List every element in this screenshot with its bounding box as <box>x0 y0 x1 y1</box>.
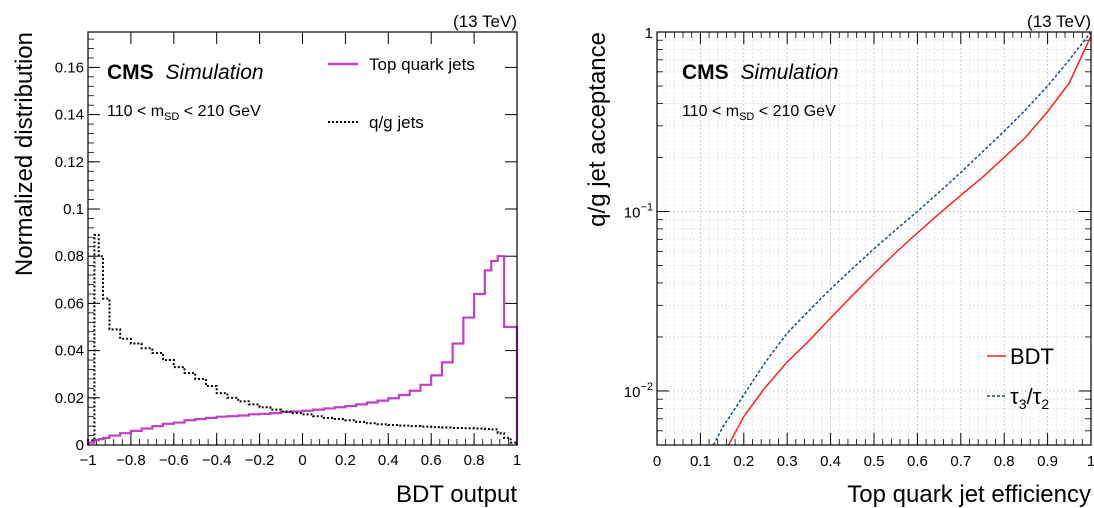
left-x-tick-label: −0.2 <box>245 452 275 469</box>
right-brand: CMS <box>682 61 729 84</box>
left-tick-labels: −1 −0.8 −0.6 −0.4 −0.2 0 0.2 0.4 0.6 0.8 1 0 0.02 0.0… <box>55 59 521 469</box>
qg-histogram <box>87 233 518 445</box>
left-y-tick-label: 0.02 <box>55 390 84 407</box>
left-cms-label: CMS Simulation <box>107 61 264 84</box>
right-x-tick-label: 0.5 <box>864 453 885 470</box>
left-y-tick-label: 0 <box>76 437 84 454</box>
left-x-axis-label: BDT output <box>396 481 517 508</box>
right-plot-frame <box>656 31 1092 446</box>
left-y-tick-label: 0.06 <box>55 295 84 312</box>
left-x-tick-label: 0 <box>298 452 306 469</box>
left-y-tick-label: 0.14 <box>55 107 84 124</box>
right-tick-labels: 0 0.1 0.2 0.3 0.4 0.5 0.6 0.7 0.8 0.9 1 10−2 10−1 1 <box>624 25 1094 470</box>
left-y-tick-label: 0.16 <box>55 59 84 76</box>
right-series <box>712 32 1091 445</box>
left-chart: −1 −0.8 −0.6 −0.4 −0.2 0 0.2 0.4 0.6 0.8 1 0 0.02 0.0… <box>11 12 521 508</box>
left-series <box>86 233 519 445</box>
left-selection-label: 110 < mSD < 210 GeV <box>107 103 261 123</box>
left-y-tick-label: 0.1 <box>63 201 84 218</box>
left-energy-label: (13 TeV) <box>453 12 517 31</box>
left-y-tick-label: 0.04 <box>55 343 84 360</box>
left-x-tick-label: −0.8 <box>116 452 146 469</box>
left-plot-frame <box>87 31 518 446</box>
left-x-tick-label: −0.6 <box>159 452 189 469</box>
right-x-tick-label: 0.8 <box>994 453 1015 470</box>
left-brand: CMS <box>107 61 154 84</box>
tau32-roc-curve <box>712 32 1091 445</box>
right-x-tick-label: 0.2 <box>733 453 754 470</box>
right-x-tick-label: 0 <box>653 453 661 470</box>
right-ticks <box>656 31 1092 446</box>
right-x-tick-label: 0.4 <box>820 453 841 470</box>
legend-label-tau32: τ3/τ2 <box>1010 384 1049 412</box>
right-chart: 0 0.1 0.2 0.3 0.4 0.5 0.6 0.7 0.8 0.9 1 10−2 10−1 1 (… <box>584 12 1094 508</box>
left-y-axis-label: Normalized distribution <box>11 32 38 276</box>
bdt-roc-curve <box>727 35 1091 445</box>
right-x-axis-label: Top quark jet efficiency <box>847 481 1091 508</box>
right-brand-sub: Simulation <box>741 61 839 84</box>
left-x-tick-label: 1 <box>513 452 521 469</box>
left-x-tick-label: 0.6 <box>421 452 442 469</box>
left-legend: Top quark jets q/g jets <box>328 55 475 132</box>
right-y-tick-label: 10−2 <box>624 381 653 401</box>
right-grid <box>656 31 1092 446</box>
right-legend: BDT τ3/τ2 <box>987 344 1054 412</box>
right-cms-label: CMS Simulation <box>682 61 839 84</box>
left-y-tick-label: 0.12 <box>55 154 84 171</box>
right-x-tick-label: 0.9 <box>1037 453 1058 470</box>
left-x-tick-label: 0.2 <box>335 452 356 469</box>
legend-label-bdt: BDT <box>1010 344 1054 369</box>
right-y-tick-label: 10−1 <box>624 201 653 221</box>
right-x-tick-label: 0.7 <box>950 453 971 470</box>
left-y-tick-label: 0.08 <box>55 248 84 265</box>
right-x-tick-label: 0.1 <box>690 453 711 470</box>
top-quark-histogram <box>86 255 519 445</box>
left-x-tick-label: −1 <box>79 452 96 469</box>
right-selection-label: 110 < mSD < 210 GeV <box>682 103 836 123</box>
left-ticks <box>87 32 518 446</box>
legend-label-qg: q/g jets <box>369 113 424 132</box>
right-y-axis-label: q/g jet acceptance <box>584 32 611 227</box>
right-x-tick-label: 0.6 <box>907 453 928 470</box>
right-y-tick-label: 1 <box>645 25 653 42</box>
right-energy-label: (13 TeV) <box>1027 12 1091 31</box>
left-x-tick-label: 0.8 <box>464 452 485 469</box>
left-x-tick-label: −0.4 <box>202 452 232 469</box>
left-brand-sub: Simulation <box>166 61 264 84</box>
right-x-tick-label: 0.3 <box>777 453 798 470</box>
legend-label-top-quark: Top quark jets <box>369 55 475 74</box>
left-x-tick-label: 0.4 <box>378 452 399 469</box>
right-x-tick-label: 1 <box>1087 453 1094 470</box>
